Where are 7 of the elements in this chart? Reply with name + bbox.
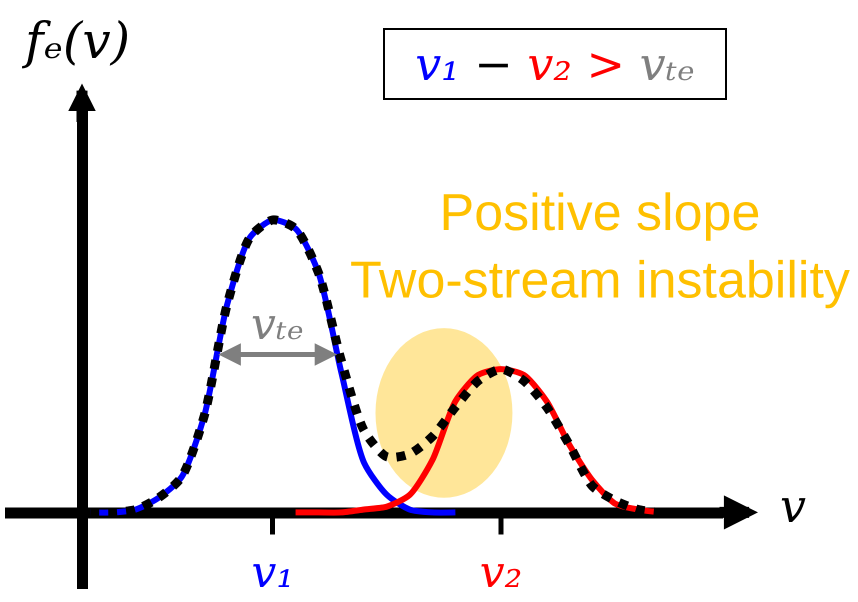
y-axis-title: fₑ(v) [21,12,130,70]
annotation: Positive slope Two-stream instability [350,184,850,310]
annotation: vₜₑ [251,299,304,350]
x-tick-label: v₂ [480,547,522,598]
x-axis-title: v [780,479,806,533]
x-tick-label: v₁ [251,547,294,598]
text: v₁ − v₂ > vₜₑ [415,37,695,91]
